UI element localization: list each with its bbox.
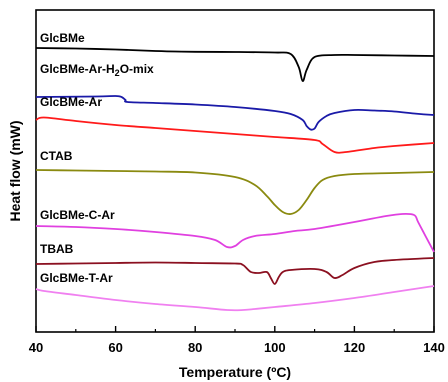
x-tick-label: 120 [344, 340, 366, 355]
series-labels: GlcBMe GlcBMe-Ar-H2O-mix GlcBMe-Ar CTAB GlcB… [40, 31, 154, 285]
series-line-5 [35, 257, 435, 285]
series-label-0: GlcBMe [40, 31, 85, 45]
x-tick-label: 80 [188, 340, 202, 355]
series-line-0 [35, 47, 435, 82]
x-tick-label: 100 [264, 340, 286, 355]
series-label-2: GlcBMe-Ar [40, 95, 102, 109]
series-label-5: TBAB [40, 242, 74, 256]
series-label-6: GlcBMe-T-Ar [40, 271, 113, 285]
series-label-1: GlcBMe-Ar-H2O-mix [40, 62, 154, 78]
y-axis-title: Heat flow (mW) [7, 120, 23, 221]
x-axis-title: Temperature (ºC) [179, 364, 291, 380]
series-curves [35, 47, 435, 312]
series-line-3 [35, 169, 435, 215]
series-line-1 [35, 95, 435, 131]
x-tick-label: 140 [423, 340, 445, 355]
series-label-3: CTAB [40, 149, 73, 163]
x-tick-label: 40 [29, 340, 43, 355]
series-line-2 [35, 116, 435, 154]
series-label-4: GlcBMe-C-Ar [40, 208, 115, 222]
x-tick-label: 60 [108, 340, 122, 355]
series-line-4 [35, 212, 435, 253]
series-line-6 [35, 285, 435, 312]
x-axis-ticks: 40 60 80 100 120 140 [29, 326, 445, 355]
